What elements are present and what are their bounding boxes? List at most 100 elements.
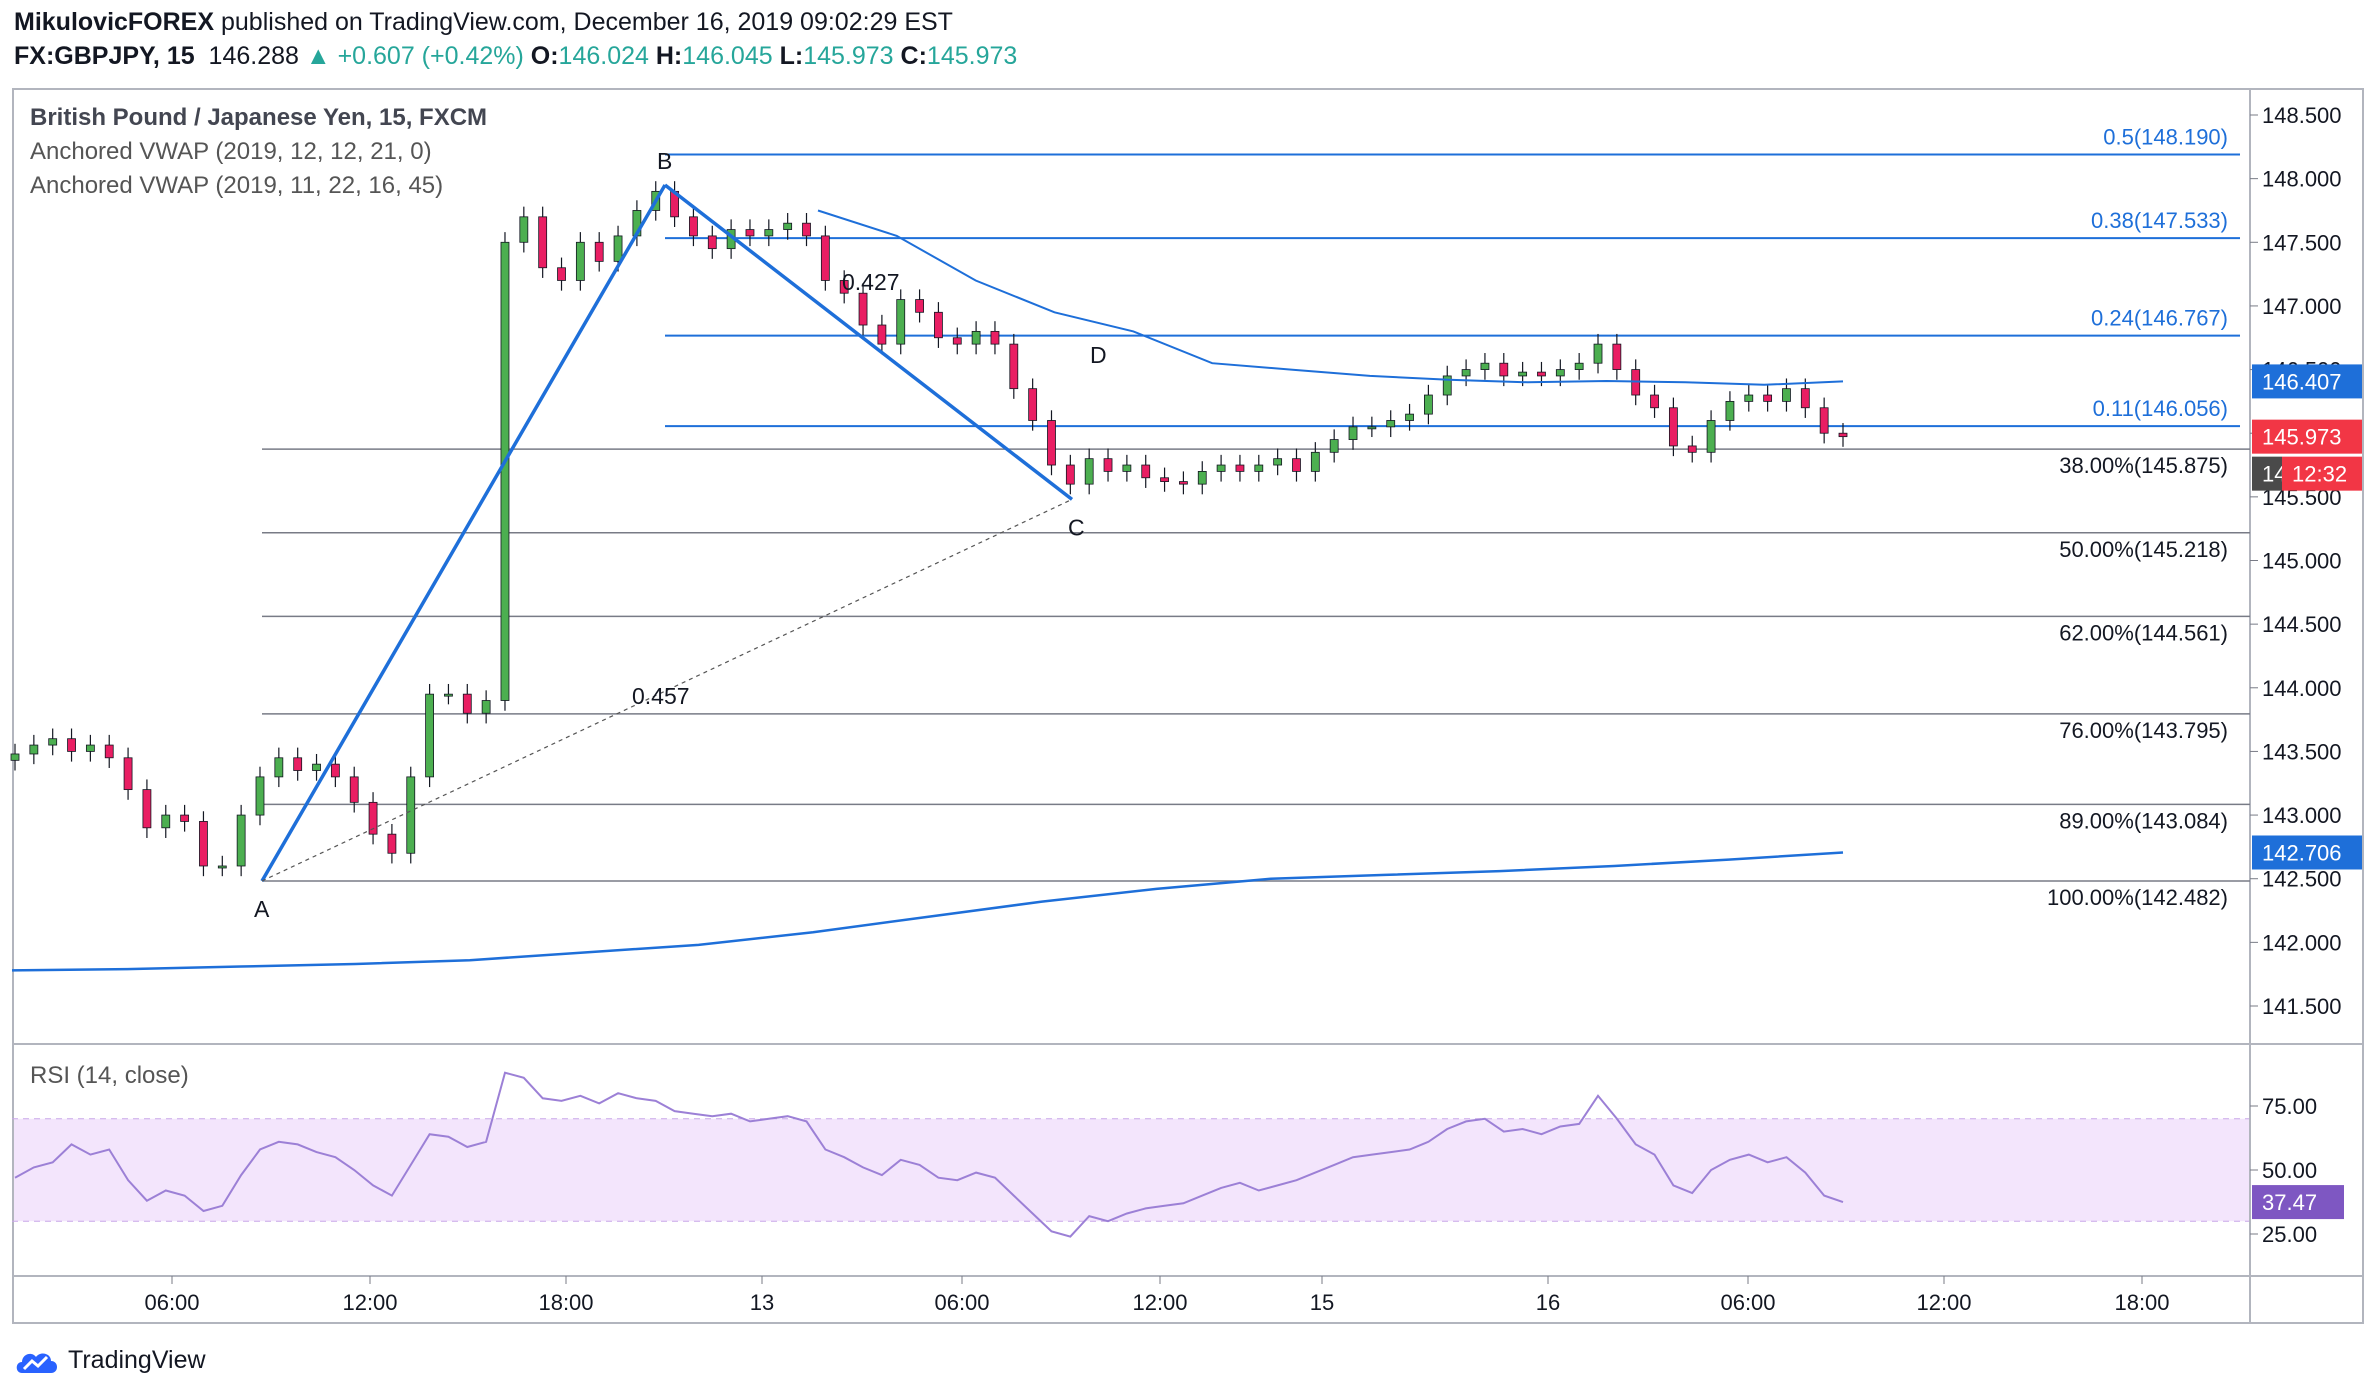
candle-body [1819, 407, 1829, 434]
candle-body [1310, 451, 1320, 472]
candle-body [123, 757, 133, 791]
point-label-b: B [657, 148, 672, 174]
countdown-tag-bg [2282, 456, 2362, 491]
last-price-tag-bg [2252, 419, 2362, 454]
candle-body [1744, 394, 1754, 402]
time-tick-label: 18:00 [2114, 1290, 2169, 1315]
vwap-upper-line [817, 209, 1844, 386]
candle-body [1668, 407, 1678, 447]
time-tick-label: 15 [1310, 1290, 1334, 1315]
candle-body [858, 292, 868, 326]
candle-body [368, 801, 378, 835]
candle-body [1197, 470, 1207, 485]
last-price-tag: 145.973 [2262, 425, 2342, 450]
candle-body [1706, 420, 1716, 453]
rsi-value-tag: 37.47 [2262, 1190, 2317, 1215]
candle-body [707, 235, 717, 250]
fib-level-label: 62.00%(144.561) [2059, 620, 2228, 645]
cloud-logo-icon [16, 1353, 57, 1373]
candle-body [1763, 394, 1773, 402]
candle-body [519, 216, 529, 243]
candle-body [67, 738, 76, 752]
rsi-legend[interactable]: RSI (14, close) [30, 1062, 189, 1089]
candle-body [802, 222, 811, 237]
chart-frame [12, 88, 2364, 1324]
vwap-upper-legend[interactable]: Anchored VWAP (2019, 12, 12, 21, 0) [30, 138, 432, 165]
fib-blue-label: 0.24(146.767) [2091, 306, 2228, 331]
vwap-lower-legend[interactable]: Anchored VWAP (2019, 11, 22, 16, 45) [30, 172, 444, 199]
vwap-lower-tag-bg [2252, 835, 2362, 870]
candle-body [462, 693, 472, 714]
price-tick-label: 148.500 [2262, 103, 2342, 128]
candle-body [142, 789, 152, 829]
close-label: C: [900, 42, 927, 70]
candle-body [104, 744, 114, 759]
candle-body [1084, 458, 1094, 485]
price-tick-label: 145.000 [2262, 549, 2342, 574]
author-name[interactable]: MikulovicFOREX [14, 8, 215, 36]
last-price: 146.288 [208, 42, 299, 70]
candle-body [387, 833, 397, 854]
time-tick-label: 12:00 [1916, 1290, 1971, 1315]
fib-blue-label: 0.5(148.190) [2103, 124, 2228, 149]
time-tick-label: 12:00 [1132, 1290, 1187, 1315]
candle-body [1367, 426, 1377, 430]
candle-body [1424, 394, 1433, 415]
rsi-tick-label: 75.00 [2262, 1094, 2317, 1119]
high-label: H: [655, 42, 683, 70]
candle-body [500, 241, 510, 701]
candle-body [425, 693, 434, 778]
candle-body [1292, 458, 1301, 472]
candle-body [613, 235, 623, 262]
candle-body [10, 753, 20, 761]
candle-body [1028, 388, 1038, 421]
series-title[interactable]: British Pound / Japanese Yen, 15, FXCM [30, 104, 488, 131]
candle-body [877, 324, 887, 345]
candle-body [293, 757, 303, 771]
price-change: ▲ +0.607 (+0.42%) [305, 42, 524, 70]
candle-body [406, 776, 416, 854]
candle-body [1405, 413, 1414, 421]
vwap-upper-tag-bg [2252, 364, 2362, 399]
candle-body [1065, 464, 1075, 485]
time-tick-label: 06:00 [1720, 1290, 1775, 1315]
ratio-label-ac: 0.457 [632, 683, 690, 709]
fib-level-label: 76.00%(143.795) [2059, 718, 2228, 743]
candle-body [481, 700, 491, 714]
candle-body [349, 776, 359, 803]
candle-body [1348, 426, 1358, 440]
high-value: 146.045 [682, 42, 773, 70]
candle-body [85, 744, 95, 752]
candle-body [1141, 464, 1151, 479]
candle-body [594, 241, 604, 262]
pattern-leg-ac [261, 498, 1073, 882]
rsi-tick-label: 50.00 [2262, 1158, 2317, 1183]
candle-body [1122, 464, 1132, 472]
brand-text: TradingView [68, 1346, 206, 1374]
candle-body [1687, 445, 1697, 453]
candle-body [1593, 343, 1603, 364]
candle-body [1725, 400, 1735, 421]
partial-price-tag-bg [2252, 456, 2282, 491]
pattern-leg-ab [260, 184, 667, 882]
fib-level-label: 38.00%(145.875) [2059, 453, 2228, 478]
price-tick-label: 148.000 [2262, 167, 2342, 192]
price-tick-label: 141.500 [2262, 994, 2342, 1019]
candle-body [444, 693, 453, 697]
countdown-tag: 12:32 [2292, 462, 2347, 487]
candle-body [575, 241, 585, 281]
time-tick-label: 06:00 [934, 1290, 989, 1315]
price-tick-label: 142.500 [2262, 867, 2342, 892]
fib-level-label: 89.00%(143.084) [2059, 808, 2228, 833]
candle-body [1612, 343, 1622, 370]
candle-body [1800, 388, 1810, 409]
candle-body [952, 337, 962, 345]
fib-level-label: 100.00%(142.482) [2047, 885, 2228, 910]
candle-body [1461, 369, 1471, 377]
candle-body [990, 330, 1000, 345]
price-tick-label: 144.500 [2262, 612, 2342, 637]
tradingview-logo[interactable]: TradingView [14, 1346, 206, 1375]
candle-body [199, 821, 208, 867]
open-label: O: [530, 42, 559, 70]
